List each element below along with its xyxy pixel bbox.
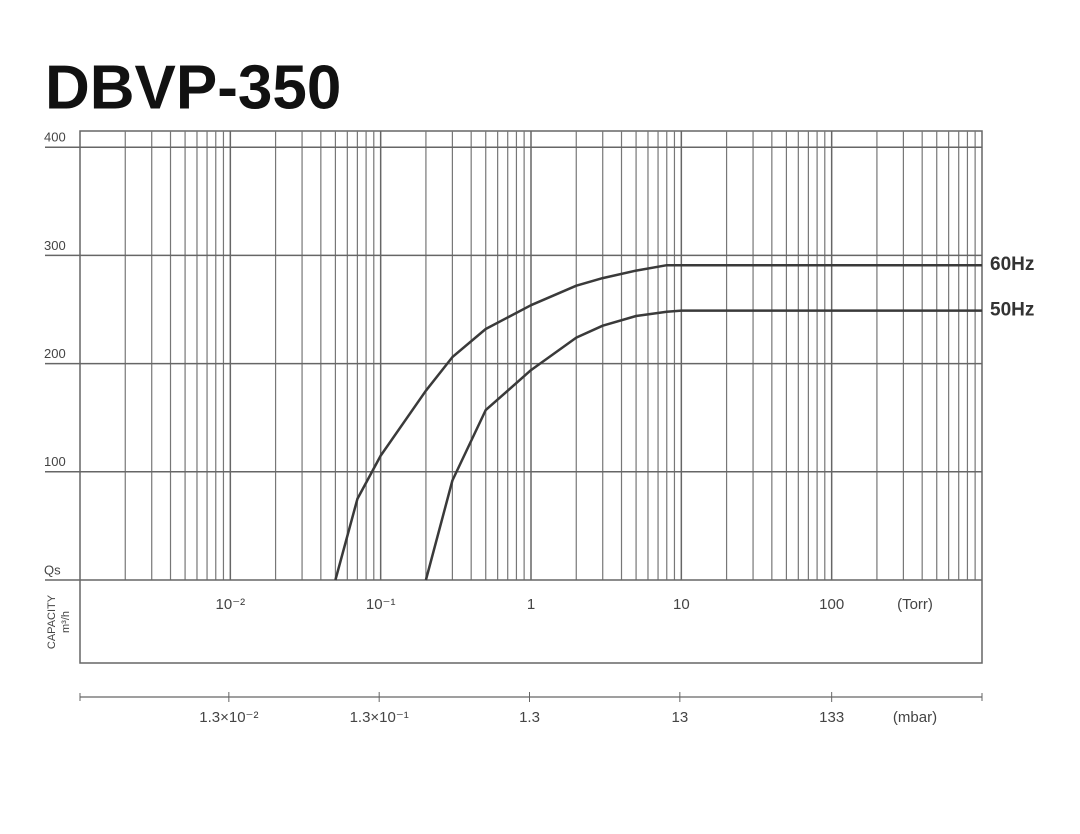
x2-tick-label: 1.3 [519, 709, 540, 726]
y-axis-label: CAPACITY [46, 594, 58, 649]
x2-axis-label: (mbar) [893, 709, 937, 726]
x2-tick-label: 1.3×10⁻² [199, 709, 258, 726]
x-tick-label: 10 [673, 596, 690, 613]
x2-tick-label: 133 [819, 709, 844, 726]
x-tick-label: 10⁻¹ [366, 596, 396, 613]
y-axis-unit: m³/h [60, 611, 72, 633]
y-tick-label: 200 [44, 346, 66, 361]
series-label: 60Hz [990, 254, 1034, 275]
x-tick-label: 10⁻² [216, 596, 246, 613]
y-tick-label: Qs [44, 562, 61, 577]
series-label: 50Hz [990, 300, 1034, 321]
x2-tick-label: 13 [672, 709, 689, 726]
y-tick-label: 100 [44, 454, 66, 469]
x-axis-label: (Torr) [897, 596, 933, 613]
x-tick-label: 1 [527, 596, 535, 613]
y-tick-label: 300 [44, 238, 66, 253]
chart-title: DBVP-350 [45, 53, 341, 122]
series-line [334, 263, 982, 581]
x-tick-label: 100 [819, 596, 844, 613]
x2-tick-label: 1.3×10⁻¹ [350, 709, 409, 726]
y-tick-label: 400 [44, 130, 66, 145]
series-line [424, 309, 982, 581]
